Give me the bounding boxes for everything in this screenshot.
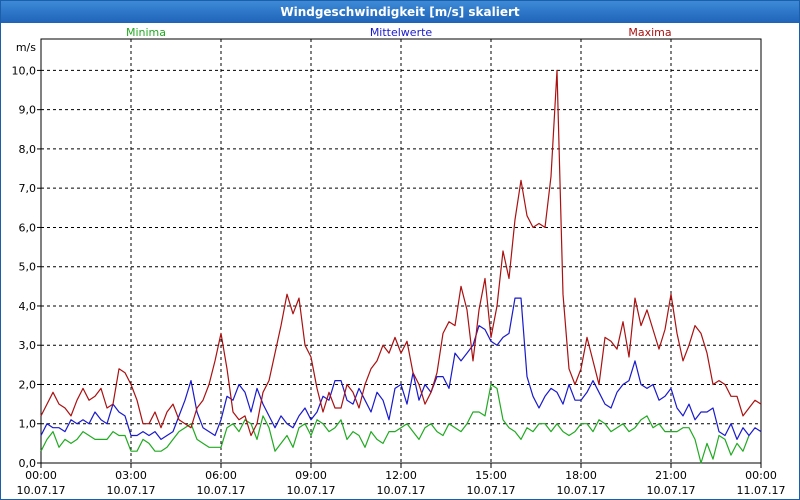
y-tick-label: 6,0 <box>19 221 37 234</box>
x-tick-label-date: 10.07.17 <box>287 484 336 497</box>
y-tick-label: 9,0 <box>19 104 37 117</box>
x-tick-label-date: 10.07.17 <box>557 484 606 497</box>
y-tick-label: 7,0 <box>19 182 37 195</box>
legend-maxima: Maxima <box>628 26 671 39</box>
x-tick-label-date: 10.07.17 <box>197 484 246 497</box>
series-line-maxima <box>40 69 762 437</box>
x-tick-label-time: 15:00 <box>475 469 507 482</box>
series-line-minima <box>40 383 750 464</box>
x-tick-label-time: 09:00 <box>295 469 327 482</box>
x-tick-label-time: 03:00 <box>115 469 147 482</box>
x-tick-label-date: 10.07.17 <box>647 484 696 497</box>
y-axis-label: m/s <box>16 41 36 54</box>
y-tick-label: 3,0 <box>19 339 37 352</box>
x-tick-label-time: 18:00 <box>565 469 597 482</box>
x-tick-label-date: 10.07.17 <box>107 484 156 497</box>
series-line-mittelwerte <box>40 297 762 440</box>
x-tick-label-time: 00:00 <box>25 469 57 482</box>
x-tick-label-time: 12:00 <box>385 469 417 482</box>
y-tick-label: 1,0 <box>19 418 37 431</box>
y-tick-label: 8,0 <box>19 143 37 156</box>
y-tick-label: 4,0 <box>19 300 37 313</box>
x-tick-label-date: 10.07.17 <box>467 484 516 497</box>
y-tick-label: 5,0 <box>19 261 37 274</box>
x-tick-label-time: 06:00 <box>205 469 237 482</box>
x-tick-label-time: 00:00 <box>745 469 777 482</box>
wind-speed-chart: 0,0 1,0 2,0 3,0 4,0 5,0 6,0 7,0 8,0 9,0 10,0 m/s 00:… <box>12 26 786 497</box>
x-tick-label-time: 21:00 <box>655 469 687 482</box>
legend-mittelwerte: Mittelwerte <box>370 26 433 39</box>
y-tick-label: 10,0 <box>12 64 37 77</box>
window-title: Windgeschwindigkeit [m/s] skaliert <box>1 1 799 23</box>
x-tick-label-date: 10.07.17 <box>377 484 426 497</box>
legend-minima: Minima <box>126 26 166 39</box>
y-tick-label: 2,0 <box>19 378 37 391</box>
y-tick-label: 0,0 <box>19 457 37 470</box>
x-tick-label-date: 11.07.17 <box>737 484 786 497</box>
x-tick-label-date: 10.07.17 <box>17 484 66 497</box>
